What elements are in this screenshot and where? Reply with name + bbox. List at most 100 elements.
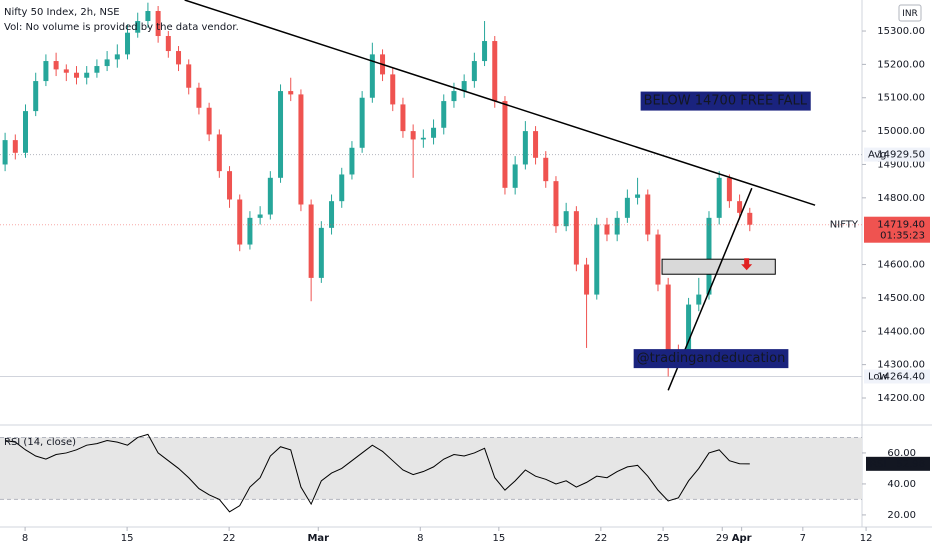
currency-box[interactable] bbox=[898, 4, 922, 22]
low_line-name: Low bbox=[868, 372, 888, 383]
candle-body bbox=[655, 234, 661, 285]
candle-body bbox=[206, 107, 212, 135]
candle-body bbox=[33, 81, 39, 112]
avg-value: 14929.50 bbox=[877, 150, 925, 161]
rsi-tag: RSI bbox=[870, 459, 886, 470]
candle-body bbox=[645, 194, 651, 235]
candle-body bbox=[186, 64, 192, 88]
candle-body bbox=[390, 74, 396, 105]
candle-body bbox=[563, 211, 569, 227]
time-tick-label: 29 bbox=[716, 533, 729, 544]
candle-body bbox=[196, 87, 202, 108]
candle-body bbox=[553, 181, 559, 227]
candle-body bbox=[604, 224, 610, 235]
candle-body bbox=[135, 21, 141, 33]
candle-body bbox=[227, 171, 233, 200]
candle-body bbox=[267, 177, 273, 215]
candle-body bbox=[584, 264, 590, 295]
price-tick-label: 15000.00 bbox=[877, 126, 925, 137]
rsi-label: RSI (14, close) bbox=[4, 437, 76, 448]
candle-body bbox=[665, 284, 671, 352]
candle-body bbox=[420, 137, 426, 140]
time-tick-label: 25 bbox=[657, 533, 670, 544]
candle-body bbox=[165, 36, 171, 52]
time-tick-label: 8 bbox=[417, 533, 423, 544]
candle-body bbox=[441, 101, 447, 128]
candle-body bbox=[502, 101, 508, 188]
last-price-tag bbox=[864, 216, 930, 243]
candle-body bbox=[43, 61, 49, 82]
candle-body bbox=[482, 41, 488, 62]
candle-body bbox=[614, 217, 620, 235]
countdown: 01:35:23 bbox=[880, 231, 925, 242]
chart-title: Nifty 50 Index, 2h, NSE bbox=[4, 7, 120, 18]
currency: INR bbox=[902, 9, 918, 19]
candle-body bbox=[237, 199, 243, 245]
rsi-tick-label: 20.00 bbox=[887, 510, 916, 521]
candle-body bbox=[359, 97, 365, 148]
candle-body bbox=[635, 194, 641, 198]
rsi-tick-label: 60.00 bbox=[887, 448, 916, 459]
annotation-text: BELOW 14700 FREE FALL bbox=[644, 94, 808, 109]
price-tick-label: 14900.00 bbox=[877, 159, 925, 170]
candle-body bbox=[12, 140, 18, 153]
time-tick-label: 15 bbox=[121, 533, 134, 544]
symbol-tag: NIFTY bbox=[830, 220, 859, 231]
candle-body bbox=[63, 69, 69, 73]
candle-body bbox=[543, 157, 549, 182]
annotation-box bbox=[640, 91, 811, 111]
rsi-last: 52.98 bbox=[896, 459, 925, 470]
candle-body bbox=[533, 131, 539, 158]
time-tick-label: Mar bbox=[307, 533, 329, 544]
candle-body bbox=[747, 212, 753, 225]
rsi-line bbox=[5, 433, 750, 513]
avg-name: Avg bbox=[868, 150, 887, 161]
candle-body bbox=[594, 224, 600, 295]
candle-body bbox=[400, 104, 406, 132]
candle-body bbox=[145, 11, 151, 22]
price-tick-label: 15200.00 bbox=[877, 59, 925, 70]
price-tick-label: 14300.00 bbox=[877, 360, 925, 371]
candle-body bbox=[696, 294, 702, 305]
rsi-tag-box bbox=[866, 456, 930, 471]
price-tick-label: 14600.00 bbox=[877, 260, 925, 271]
candle-body bbox=[216, 134, 222, 172]
time-tick-label: Apr bbox=[732, 533, 752, 544]
time-tick-label: 22 bbox=[594, 533, 607, 544]
candle-body bbox=[125, 32, 131, 55]
time-tick-label: 22 bbox=[223, 533, 236, 544]
candle-body bbox=[318, 227, 324, 278]
candle-body bbox=[257, 214, 263, 218]
candle-body bbox=[176, 51, 182, 65]
candle-body bbox=[471, 61, 477, 82]
price-tick-label: 15300.00 bbox=[877, 26, 925, 37]
candle-body bbox=[339, 174, 345, 202]
candle-body bbox=[573, 211, 579, 265]
time-tick-label: 12 bbox=[860, 533, 873, 544]
annotation-text: @tradingandeducation bbox=[637, 351, 786, 366]
candle-body bbox=[278, 91, 284, 178]
candle-body bbox=[114, 54, 120, 60]
candle-body bbox=[94, 66, 100, 73]
price-tick-label: 14800.00 bbox=[877, 193, 925, 204]
candle-body bbox=[737, 201, 743, 213]
candle-body bbox=[349, 147, 355, 175]
price-tick-label: 14200.00 bbox=[877, 393, 925, 404]
candle-body bbox=[2, 140, 8, 165]
chart-subtitle: Vol: No volume is provided by the data v… bbox=[4, 22, 239, 33]
avg-tag bbox=[864, 147, 930, 162]
price-tick-label: 14400.00 bbox=[877, 326, 925, 337]
arrow bbox=[741, 258, 753, 271]
candle-body bbox=[624, 197, 630, 218]
candle-body bbox=[288, 91, 294, 95]
candle-body bbox=[706, 217, 712, 295]
low_line-tag bbox=[864, 369, 930, 384]
candle-body bbox=[84, 72, 90, 78]
candle-body bbox=[461, 81, 467, 92]
candle-body bbox=[716, 177, 722, 218]
price-tick-label: 15100.00 bbox=[877, 93, 925, 104]
candle-body bbox=[308, 204, 314, 278]
candle-body bbox=[726, 177, 732, 202]
